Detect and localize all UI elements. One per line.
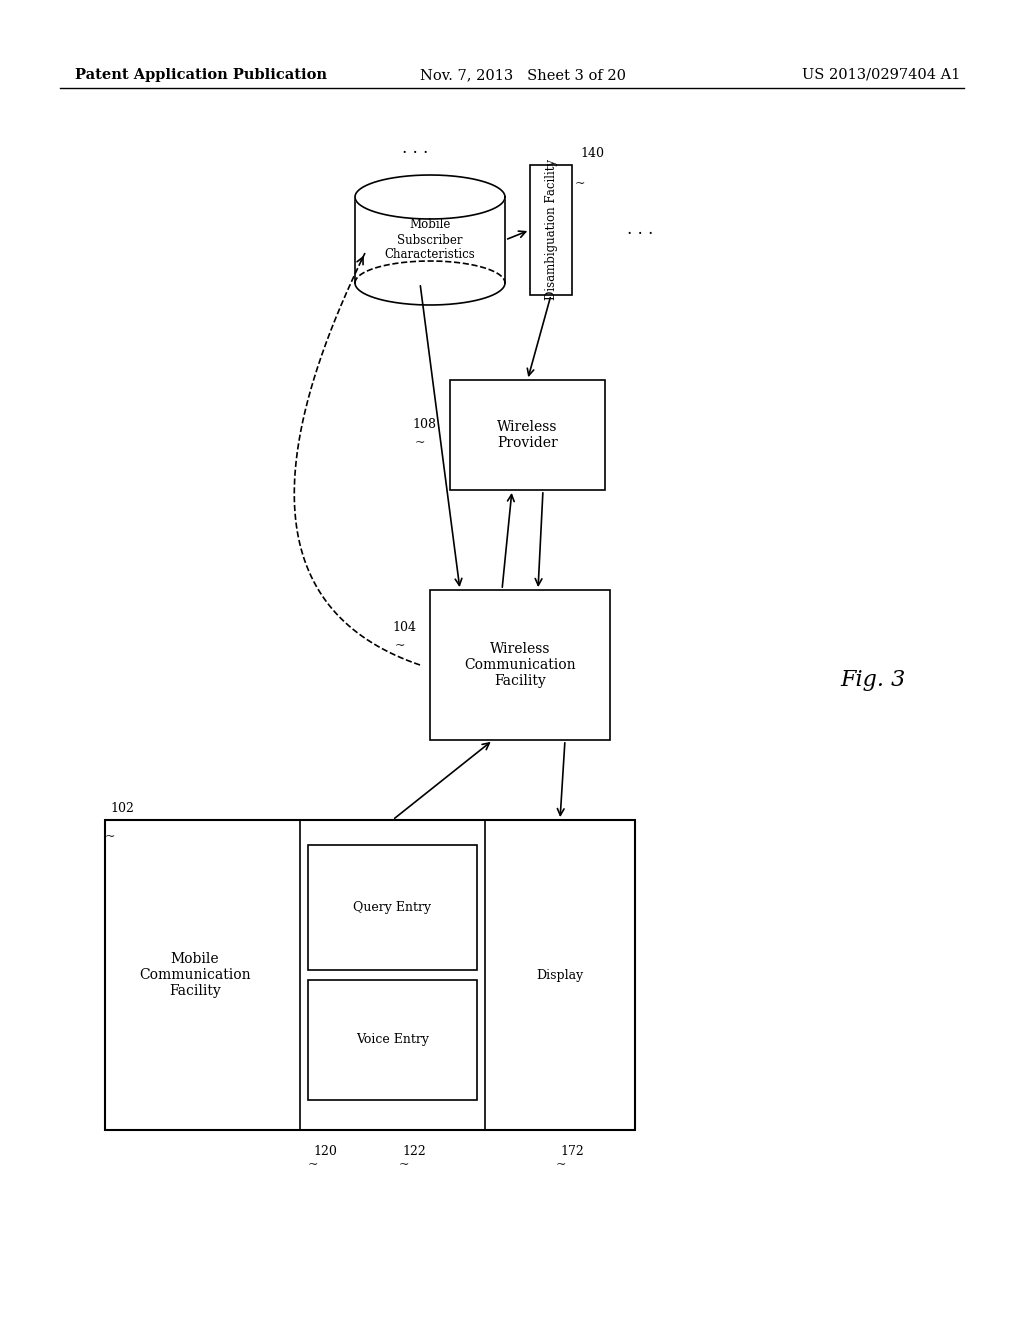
Text: US 2013/0297404 A1: US 2013/0297404 A1	[802, 69, 961, 82]
Text: ~: ~	[415, 436, 426, 449]
Text: ~: ~	[105, 830, 116, 843]
Bar	[430, 590, 610, 741]
Text: Wireless
Provider: Wireless Provider	[497, 420, 558, 450]
Text: ~: ~	[308, 1158, 318, 1171]
Text: ~: ~	[575, 177, 586, 190]
Text: 104: 104	[392, 620, 416, 634]
Text: . . .: . . .	[627, 222, 653, 239]
Text: ~: ~	[398, 1158, 409, 1171]
Bar	[450, 380, 605, 490]
Text: Query Entry: Query Entry	[353, 902, 431, 913]
Text: 108: 108	[412, 417, 436, 430]
Text: Disambiguation Facility: Disambiguation Facility	[545, 160, 557, 301]
Text: Voice Entry: Voice Entry	[356, 1034, 429, 1047]
Text: 140: 140	[580, 147, 604, 160]
Polygon shape	[355, 176, 505, 219]
Bar	[308, 979, 477, 1100]
Polygon shape	[355, 261, 505, 305]
Bar	[308, 845, 477, 970]
Text: Fig. 3: Fig. 3	[840, 669, 905, 690]
Text: Patent Application Publication: Patent Application Publication	[75, 69, 327, 82]
Text: . . .: . . .	[401, 140, 428, 157]
Text: 122: 122	[402, 1144, 426, 1158]
Text: 120: 120	[313, 1144, 337, 1158]
Text: 172: 172	[560, 1144, 584, 1158]
Text: ~: ~	[395, 639, 406, 652]
Bar	[355, 197, 505, 282]
Bar	[530, 165, 572, 294]
Text: Display: Display	[537, 969, 584, 982]
Text: Nov. 7, 2013   Sheet 3 of 20: Nov. 7, 2013 Sheet 3 of 20	[420, 69, 626, 82]
Text: Mobile
Communication
Facility: Mobile Communication Facility	[139, 952, 251, 998]
Text: Mobile
Subscriber
Characteristics: Mobile Subscriber Characteristics	[385, 219, 475, 261]
Bar	[105, 820, 635, 1130]
Text: Wireless
Communication
Facility: Wireless Communication Facility	[464, 642, 575, 688]
Text: ~: ~	[556, 1158, 566, 1171]
Text: 102: 102	[110, 803, 134, 814]
